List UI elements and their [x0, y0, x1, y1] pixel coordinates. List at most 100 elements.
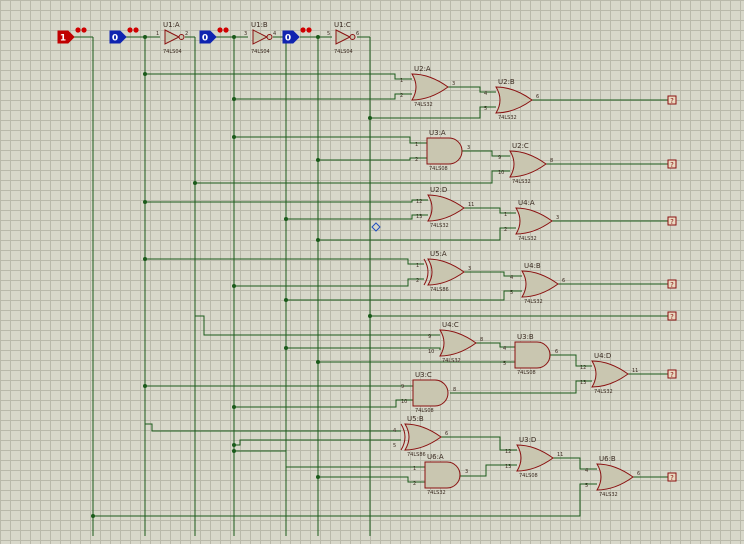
inverter-u1a-part: 74LS04 — [163, 49, 182, 55]
gate-u3d-and-pin-out: 3 — [465, 469, 468, 475]
output-terminal-4-box[interactable] — [667, 279, 677, 289]
output-terminal-1-box[interactable] — [667, 95, 677, 105]
gate-u3b-and-body[interactable] — [514, 341, 551, 369]
input-terminal-4-box[interactable] — [282, 30, 300, 44]
input-terminal-3[interactable]: 0 — [199, 27, 229, 44]
input-terminal-1-box[interactable] — [57, 30, 75, 44]
gate-u6b-or-body[interactable] — [596, 463, 634, 491]
junction-dot — [143, 200, 147, 204]
output-terminal-2-box[interactable] — [667, 159, 677, 169]
gate-u4b-or-body[interactable] — [521, 270, 559, 298]
inverter-u1c[interactable]: U1:C 74LS04 5 6 — [327, 21, 359, 55]
gate-u5a-xor-part: 74LS86 — [430, 287, 449, 293]
inverter-u1b[interactable]: U1:B 74LS04 3 4 — [244, 21, 276, 55]
inverter-u1b-body[interactable] — [252, 29, 269, 45]
gate-u2c-or[interactable]: U2:C 74LS32 9 10 8 — [498, 142, 553, 185]
gate-u6b-or[interactable]: U6:B 74LS32 4 5 6 — [585, 455, 640, 498]
gate-u3b-and-ref: U3:B — [517, 333, 534, 341]
gate-u4c-or[interactable]: U4:C 74LS32 9 10 8 — [428, 321, 483, 364]
output-terminal-5[interactable]: ? — [667, 311, 677, 321]
gate-u4b-or-pin-b: 5 — [510, 290, 513, 296]
gate-u2c-or-pin-a: 9 — [498, 155, 501, 161]
gate-u5b-xor[interactable]: U5:B 74LS86 4 5 6 — [393, 415, 448, 458]
input-terminal-4[interactable]: 0 — [282, 27, 312, 44]
gate-u5a-xor-pin-a: 1 — [416, 263, 419, 269]
junction-dot — [284, 217, 288, 221]
gate-u3b-and-part: 74LS08 — [517, 370, 536, 376]
gate-u5b-xor-body[interactable] — [404, 423, 442, 451]
gate-u2a-or[interactable]: U2:A 74LS32 1 2 3 — [400, 65, 455, 108]
output-terminal-6[interactable]: ? — [667, 369, 677, 379]
gate-u3d-and[interactable]: U6:A 74LS32 1 2 3 — [413, 453, 468, 496]
gate-u4b-or[interactable]: U4:B 74LS32 4 5 6 — [510, 262, 565, 305]
gate-u3b-and-pin-out: 6 — [555, 349, 558, 355]
gate-u6b-or-part: 74LS32 — [599, 492, 618, 498]
wire — [550, 354, 592, 367]
gate-u6b-or-ref: U6:B — [599, 455, 616, 463]
gate-u4d-or[interactable]: U4:D 74LS32 12 13 11 — [580, 352, 638, 395]
gate-u6a-or[interactable]: U3:D 74LS08 12 13 11 — [505, 436, 563, 479]
gate-u2d-or-body[interactable] — [427, 194, 465, 222]
output-terminal-4[interactable]: ? — [667, 279, 677, 289]
output-terminal-7-box[interactable] — [667, 472, 677, 482]
wire-group — [74, 36, 668, 536]
gate-u2c-or-body[interactable] — [509, 150, 547, 178]
inverter-u1a[interactable]: U1:A 74LS04 1 2 — [156, 21, 188, 55]
wire — [93, 483, 597, 517]
gate-u4c-or-part: 74LS32 — [442, 358, 461, 364]
junction-dot — [284, 346, 288, 350]
gate-u3b-and[interactable]: U3:B 74LS08 4 5 6 — [503, 333, 558, 376]
gate-u2d-or[interactable]: U2:D 74LS32 12 13 11 — [416, 186, 474, 229]
gate-u3c-and[interactable]: U3:C 74LS08 9 10 8 — [401, 371, 456, 414]
gate-u5b-xor-xor-arc — [400, 423, 406, 451]
inverter-u1a-body[interactable] — [164, 29, 181, 45]
gate-u2d-or-pin-out: 11 — [468, 202, 474, 208]
output-terminal-6-box[interactable] — [667, 369, 677, 379]
output-terminal-5-box[interactable] — [667, 311, 677, 321]
gate-u3a-and-body[interactable] — [426, 137, 463, 165]
inverter-u1c-body[interactable] — [335, 29, 352, 45]
gate-u6b-or-pin-a: 4 — [585, 468, 588, 474]
inverter-u1a-bubble — [178, 34, 185, 40]
input-terminal-2-box[interactable] — [109, 30, 127, 44]
gate-u4a-or-body[interactable] — [515, 207, 553, 235]
input-terminal-3-box[interactable] — [199, 30, 217, 44]
gate-u4c-or-body[interactable] — [439, 329, 477, 357]
gate-u3a-and-pin-b: 2 — [415, 157, 418, 163]
input-terminal-4-state-dot — [306, 27, 312, 33]
gate-u3a-and[interactable]: U3:A 74LS08 1 2 3 — [415, 129, 470, 172]
gate-u5a-xor[interactable]: U5:A 74LS86 1 2 3 — [416, 250, 471, 293]
wire — [460, 464, 517, 477]
inverter-u1b-part: 74LS04 — [251, 49, 270, 55]
wire — [234, 399, 413, 408]
gate-u4b-or-pin-a: 4 — [510, 275, 513, 281]
output-terminal-2[interactable]: ? — [667, 159, 677, 169]
gate-u2b-or-body[interactable] — [495, 86, 533, 114]
wire — [286, 347, 441, 350]
gate-u5a-xor-body[interactable] — [427, 258, 465, 286]
gate-u2a-or-body[interactable] — [411, 73, 449, 101]
output-terminal-3[interactable]: ? — [667, 216, 677, 226]
gate-u4d-or-body[interactable] — [591, 360, 629, 388]
gate-u6a-or-body[interactable] — [516, 444, 554, 472]
gate-u3d-and-body[interactable] — [424, 461, 461, 489]
gate-u5b-xor-part: 74LS86 — [407, 452, 426, 458]
gate-u4a-or[interactable]: U4:A 74LS32 1 2 3 — [504, 199, 559, 242]
gate-u3c-and-body[interactable] — [412, 379, 449, 407]
junction-dot — [232, 443, 236, 447]
output-terminal-3-box[interactable] — [667, 216, 677, 226]
junction-dot — [91, 514, 95, 518]
probe-marker[interactable] — [371, 222, 381, 232]
gate-u2b-or[interactable]: U2:B 74LS32 4 5 6 — [484, 78, 539, 121]
input-terminal-2[interactable]: 0 — [109, 27, 139, 44]
output-terminal-7[interactable]: ? — [667, 472, 677, 482]
gate-u4c-or-ref: U4:C — [442, 321, 459, 329]
gate-u2c-or-part: 74LS32 — [512, 179, 531, 185]
gate-u2a-or-pin-a: 1 — [400, 78, 403, 84]
input-terminal-1[interactable]: 1 — [57, 27, 87, 44]
output-terminal-1[interactable]: ? — [667, 95, 677, 105]
gate-u5a-xor-ref: U5:A — [430, 250, 447, 258]
gate-u3b-and-pin-a: 4 — [503, 346, 506, 352]
